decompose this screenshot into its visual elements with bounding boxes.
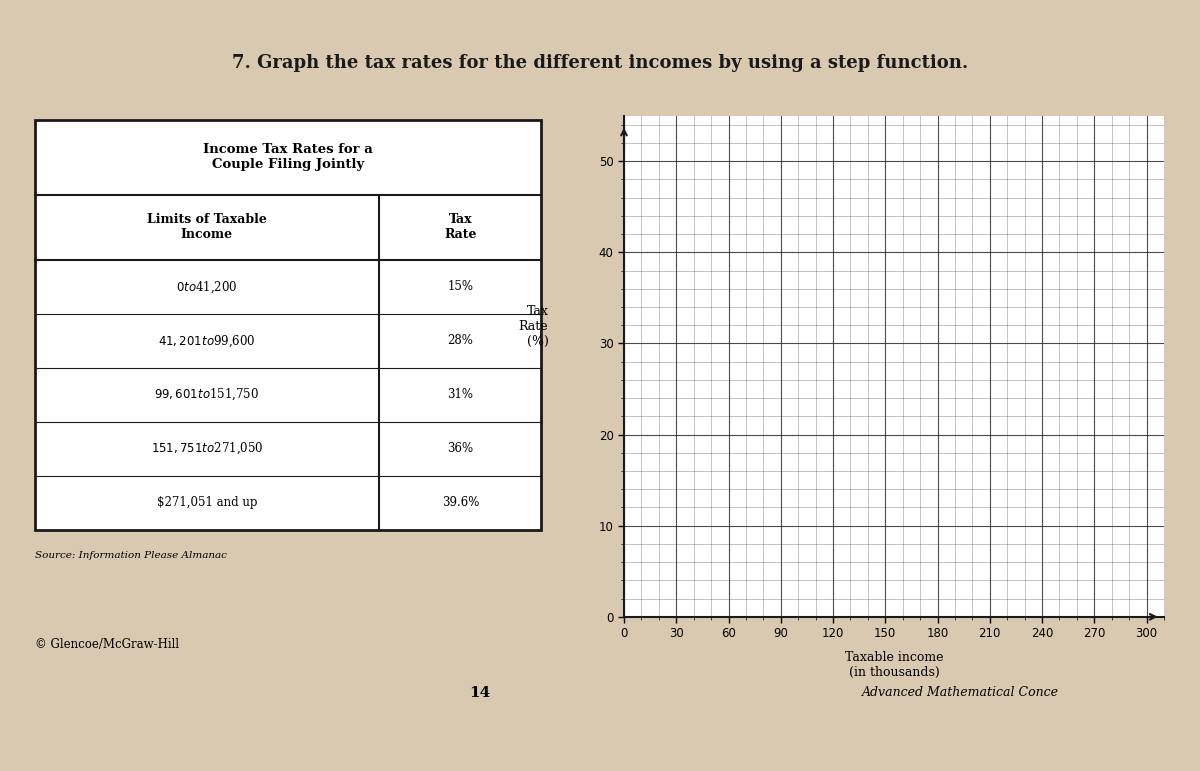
Text: Income Tax Rates for a
Couple Filing Jointly: Income Tax Rates for a Couple Filing Joi…	[203, 143, 373, 171]
X-axis label: Taxable income
(in thousands): Taxable income (in thousands)	[845, 651, 943, 679]
Text: 14: 14	[469, 686, 491, 700]
Text: © Glencoe/McGraw-Hill: © Glencoe/McGraw-Hill	[35, 638, 179, 651]
Text: 15%: 15%	[448, 281, 473, 293]
Text: 39.6%: 39.6%	[442, 497, 479, 509]
Text: $271,051 and up: $271,051 and up	[157, 497, 257, 509]
Text: $41,201 to $99,600: $41,201 to $99,600	[158, 333, 256, 348]
Text: 31%: 31%	[448, 389, 473, 401]
Text: 28%: 28%	[448, 335, 473, 347]
Text: Advanced Mathematical Conce: Advanced Mathematical Conce	[862, 686, 1058, 699]
Text: $99,601 to $151,750: $99,601 to $151,750	[155, 387, 259, 402]
Text: $0 to $41,200: $0 to $41,200	[176, 279, 238, 295]
Bar	[35, 120, 541, 530]
Text: Limits of Taxable
Income: Limits of Taxable Income	[146, 214, 266, 241]
Text: Tax
Rate: Tax Rate	[444, 214, 476, 241]
Text: 7. Graph the tax rates for the different incomes by using a step function.: 7. Graph the tax rates for the different…	[232, 54, 968, 72]
Text: Source: Information Please Almanac: Source: Information Please Almanac	[35, 551, 227, 561]
Text: $151,751 to $271,050: $151,751 to $271,050	[151, 441, 263, 456]
Y-axis label: Tax
Rate
(%): Tax Rate (%)	[518, 305, 548, 348]
Text: 36%: 36%	[448, 443, 474, 455]
